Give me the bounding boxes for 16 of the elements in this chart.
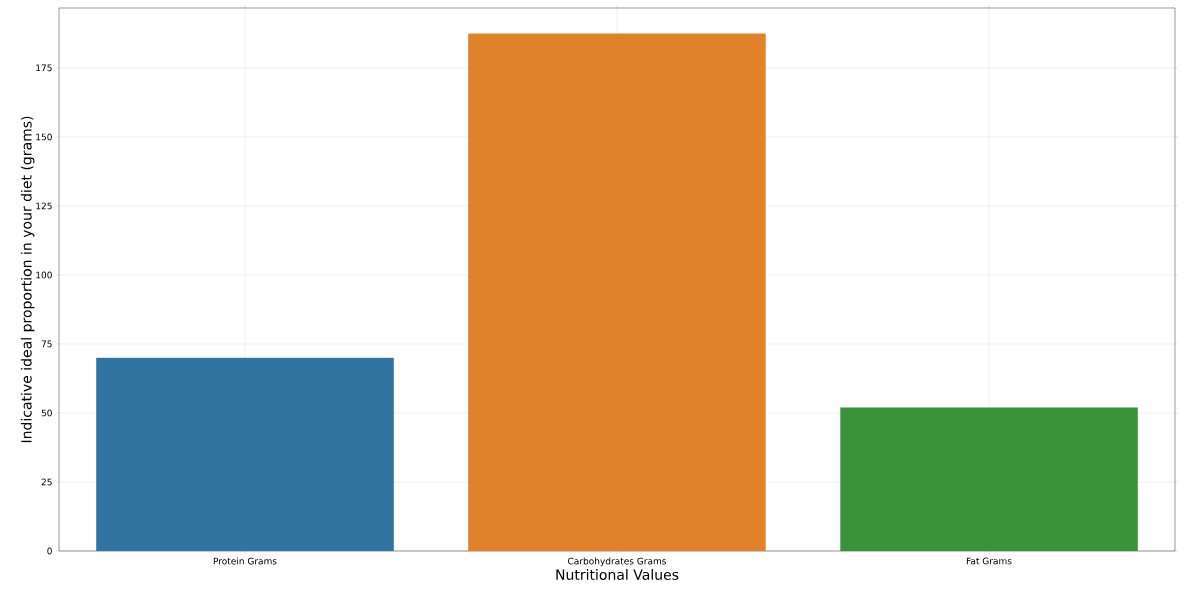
bar (468, 33, 766, 551)
y-tick-label: 100 (36, 271, 52, 279)
bar (840, 407, 1138, 551)
y-tick-label: 150 (36, 133, 52, 141)
bar (96, 357, 394, 551)
y-tick-label: 75 (41, 340, 52, 348)
x-tick-label: Carbohydrates Grams (568, 557, 667, 567)
y-tick-label: 125 (36, 202, 52, 210)
y-axis-title: Indicative ideal proportion in your diet (grams) (20, 116, 35, 443)
y-tick-label: 50 (41, 409, 52, 417)
y-tick-label: 0 (47, 547, 52, 555)
y-tick-label: 175 (36, 64, 52, 72)
x-tick-label: Protein Grams (213, 557, 277, 565)
y-tick-label: 25 (41, 478, 52, 486)
x-tick-label: Fat Grams (966, 557, 1012, 565)
x-axis-title: Nutritional Values (556, 569, 679, 580)
